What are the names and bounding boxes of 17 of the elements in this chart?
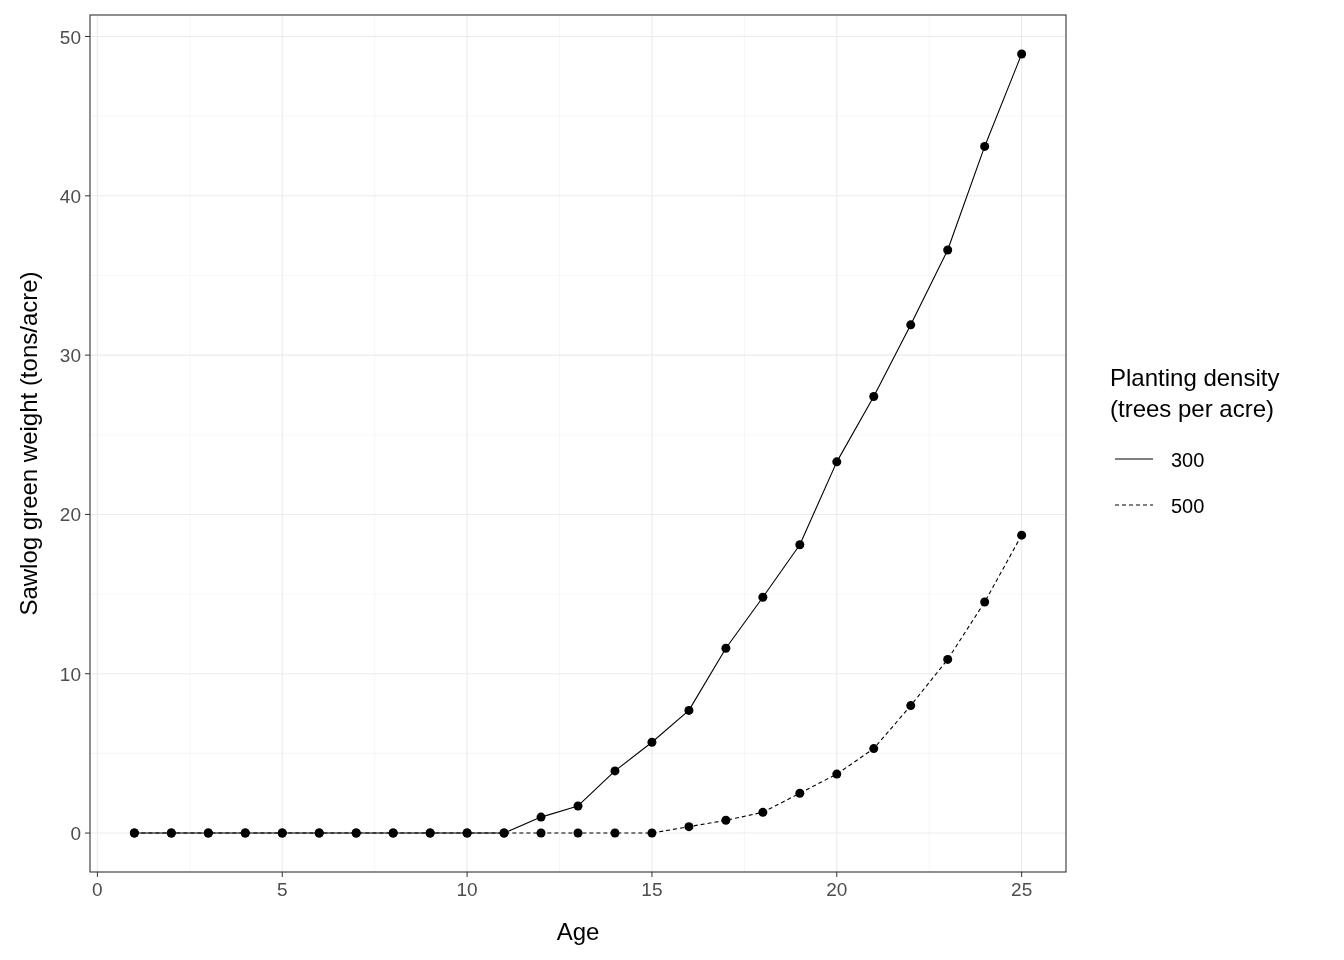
y-tick-label: 30 xyxy=(59,345,81,367)
y-tick-label: 0 xyxy=(70,823,81,845)
legend-title: Planting density (trees per acre) xyxy=(1110,364,1280,422)
y-tick-label: 40 xyxy=(59,185,81,207)
legend-label: 300 xyxy=(1171,449,1205,471)
y-tick-label: 50 xyxy=(59,26,81,48)
x-tick-label: 15 xyxy=(641,879,663,900)
x-tick-label: 20 xyxy=(826,879,848,900)
x-axis-title: Age xyxy=(556,918,600,945)
x-tick-label: 5 xyxy=(276,879,288,900)
x-tick-label: 10 xyxy=(456,879,478,900)
y-tick-label: 20 xyxy=(59,504,81,526)
legend-label: 500 xyxy=(1171,495,1205,517)
y-tick-label: 10 xyxy=(59,663,81,685)
x-tick-label: 0 xyxy=(92,879,103,900)
x-tick-label: 25 xyxy=(1011,879,1033,900)
y-axis-title: Sawlog green weight (tons/acre) xyxy=(15,271,42,616)
